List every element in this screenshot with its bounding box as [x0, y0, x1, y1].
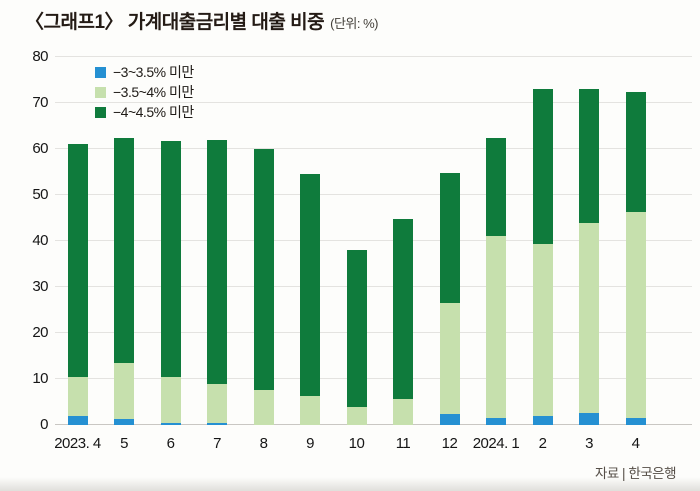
bar-2023-4	[67, 143, 88, 425]
y-tick-label-60: 60	[32, 140, 48, 157]
bar-segment	[346, 406, 367, 425]
bar-segment	[625, 417, 646, 425]
bar-3	[579, 89, 599, 425]
bar-2	[532, 89, 553, 425]
x-tick-label-2: 5	[120, 435, 128, 452]
x-tick-label-6: 9	[306, 435, 314, 452]
gridline-30	[55, 286, 692, 287]
bar-segment	[114, 419, 134, 425]
x-tick-label-4: 7	[213, 435, 221, 452]
bar-segment	[160, 140, 181, 378]
bar-segment	[439, 302, 460, 414]
bar-segment	[532, 243, 553, 416]
bar-11	[393, 219, 413, 425]
x-tick-label-9: 12	[441, 435, 458, 452]
bar-segment	[439, 413, 460, 425]
legend-label: −3~3.5% 미만	[113, 64, 194, 80]
bar-6	[160, 140, 181, 425]
y-tick-label-10: 10	[32, 370, 48, 387]
bar-segment	[114, 137, 134, 363]
chart-title: 〈그래프1〉 가계대출금리별 대출 비중	[25, 12, 325, 33]
gridline-70	[55, 102, 692, 103]
bar-segment	[207, 383, 227, 424]
bar-segment	[300, 396, 320, 425]
bar-7	[207, 139, 227, 425]
bar-8	[253, 149, 274, 425]
gridline-80	[55, 56, 692, 57]
bar-segment	[579, 89, 599, 223]
chart-title-row: 〈그래프1〉 가계대출금리별 대출 비중 (단위: %)	[25, 7, 378, 34]
bar-segment	[67, 143, 88, 377]
x-tick-label-8: 11	[395, 435, 411, 452]
legend-item-3: −4~4.5% 미만	[95, 102, 194, 122]
x-axis-line	[55, 424, 692, 425]
bar-segment	[625, 91, 646, 213]
legend-item-2: −3.5~4% 미만	[95, 82, 194, 102]
x-tick-label-7: 10	[348, 435, 365, 452]
bar-segment	[160, 422, 181, 425]
legend-label: −4~4.5% 미만	[113, 104, 194, 120]
bar-segment	[207, 423, 227, 425]
bar-10	[346, 250, 367, 425]
y-tick-label-80: 80	[32, 48, 48, 65]
y-tick-label-20: 20	[32, 324, 48, 341]
bar-12	[439, 172, 460, 425]
bar-segment	[253, 149, 274, 390]
bar-segment	[207, 139, 227, 384]
bar-9	[300, 174, 320, 425]
bar-segment	[486, 236, 506, 419]
bar-segment	[579, 222, 599, 414]
x-tick-label-10: 2024. 1	[472, 435, 520, 452]
bar-segment	[393, 399, 413, 425]
legend-item-1: −3~3.5% 미만	[95, 62, 194, 82]
bar-segment	[160, 377, 181, 423]
legend-swatch-icon	[95, 66, 106, 78]
gridline-10	[55, 378, 692, 379]
bar-2024-1	[486, 137, 506, 425]
bar-segment	[625, 212, 646, 418]
bar-segment	[579, 413, 599, 425]
legend: −3~3.5% 미만 −3.5~4% 미만 −4~4.5% 미만	[95, 62, 194, 122]
x-tick-label-12: 3	[585, 435, 593, 452]
chart-unit-label: (단위: %)	[330, 16, 378, 31]
bar-segment	[253, 389, 274, 425]
x-tick-label-11: 2	[538, 435, 547, 452]
x-tick-label-5: 8	[259, 435, 268, 452]
bar-segment	[67, 415, 88, 425]
legend-swatch-icon	[95, 106, 106, 118]
y-tick-label-40: 40	[32, 232, 48, 249]
source-note: 자료 | 한국은행	[594, 466, 677, 481]
bar-segment	[114, 362, 134, 420]
bar-segment	[67, 376, 88, 416]
gridline-50	[55, 194, 692, 195]
gridline-60	[55, 148, 692, 149]
bar-4	[625, 91, 646, 425]
bar-segment	[393, 219, 413, 400]
bar-segment	[439, 172, 460, 303]
y-tick-label-70: 70	[32, 94, 48, 111]
x-tick-label-1: 2023. 4	[54, 435, 101, 452]
legend-label: −3.5~4% 미만	[113, 84, 194, 100]
bar-segment	[532, 89, 553, 244]
y-tick-label-30: 30	[32, 278, 48, 295]
y-tick-label-50: 50	[32, 186, 48, 203]
gridline-40	[55, 240, 692, 241]
y-tick-label-0: 0	[40, 416, 48, 433]
x-tick-label-3: 6	[166, 435, 175, 452]
bar-segment	[300, 174, 320, 397]
bar-segment	[346, 250, 367, 407]
legend-swatch-icon	[95, 86, 106, 98]
gridline-20	[55, 332, 692, 333]
bar-5	[114, 137, 134, 425]
plot-area	[55, 56, 692, 425]
bar-segment	[532, 415, 553, 425]
bar-segment	[486, 418, 506, 425]
x-tick-label-13: 4	[631, 435, 640, 452]
bar-segment	[486, 137, 506, 237]
